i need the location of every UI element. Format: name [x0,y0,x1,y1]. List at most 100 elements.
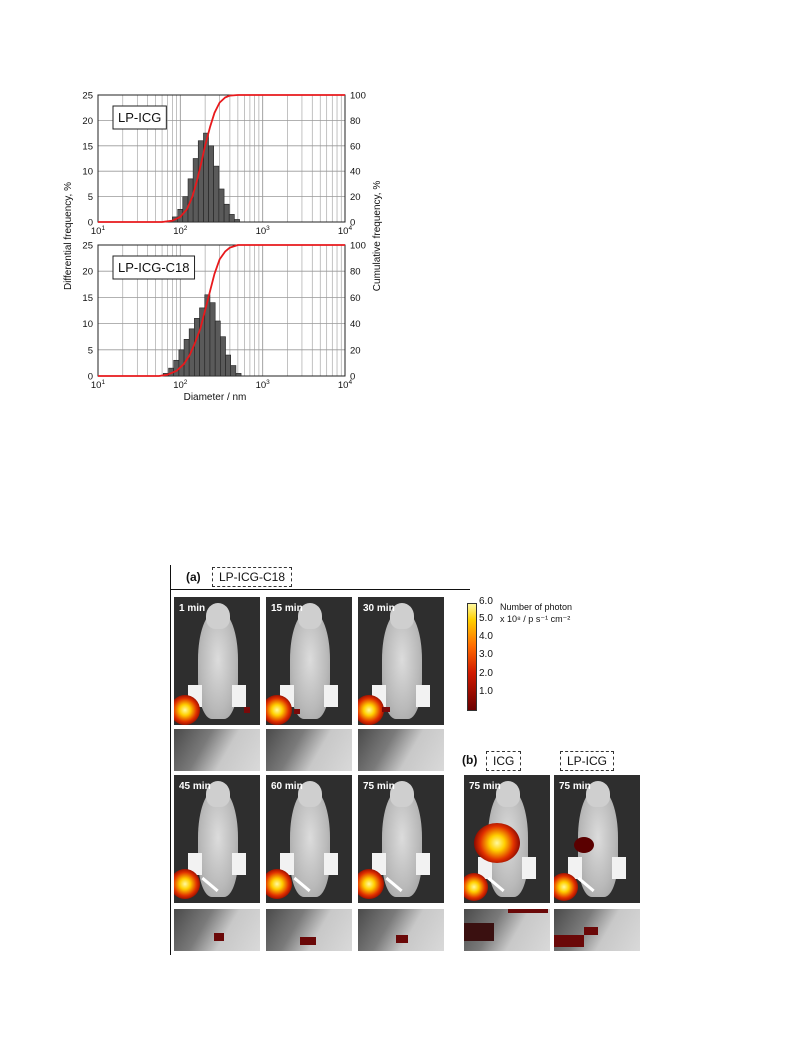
histogram-bar [220,336,226,377]
x-tick-label: 101 [91,225,106,237]
left-tick-label: 0 [88,218,93,229]
part-b-lp-icg-label: LP-ICG [560,751,615,771]
time-label: 45 min [179,781,211,792]
chart-panel-lp-icg: LP-ICG 0 5 10 15 20 25 0 20 40 60 80 100 101 102 103 104 [82,91,365,238]
right-tick-label: 0 [350,372,355,383]
image-lp-icg-75-min: 75 min [554,775,640,903]
histogram-bar [209,302,216,377]
time-label: 1 min [179,603,206,614]
x-tick-label: 102 [173,225,188,237]
histogram-bar [230,365,237,377]
colorbar-tick: 5.0 [479,613,493,624]
right-tick-label: 80 [350,116,361,127]
histogram-bar [178,349,185,377]
time-label: 75 min [363,781,395,792]
right-tick-label: 100 [350,241,366,252]
right-tick-label: 0 [350,218,355,229]
histogram-bar [208,145,214,223]
part-a-horizontal-rule [170,589,470,590]
histogram-bar [214,320,221,377]
time-label: 60 min [271,781,303,792]
histogram-bar [218,188,225,223]
time-label: 75 min [469,781,501,792]
image-60-min: 60 min [266,775,352,903]
right-tick-label: 80 [350,267,361,278]
right-tick-label: 40 [350,319,361,330]
right-tick-label: 40 [350,167,361,178]
image-1-min: 1 min [174,597,260,725]
right-tick-label: 100 [350,91,366,102]
image-45-min: 45 min [174,775,260,903]
right-tick-label: 20 [350,192,361,203]
image-30-min: 30 min [358,597,444,725]
histogram-bar [228,214,235,223]
zoom-icg-75-min [464,909,550,951]
photon-colorbar [467,603,477,711]
part-a-sample-label: LP-ICG-C18 [212,567,293,587]
left-tick-label: 20 [82,267,93,278]
left-tick-label: 15 [82,141,93,152]
colorbar-title: Number of photon [500,602,573,612]
histogram-bar [225,354,231,377]
left-tick-label: 10 [82,319,93,330]
x-tick-label: 102 [173,379,188,391]
image-15-min: 15 min [266,597,352,725]
left-tick-label: 25 [82,241,93,252]
x-tick-label: 104 [338,225,353,237]
in-vivo-imaging-figure: (a) LP-ICG-C18 1 min 15 min 30 min 45 mi… [170,565,640,955]
zoom-lp-icg-75-min [554,909,640,951]
left-tick-label: 25 [82,91,93,102]
cumulative-curve [98,244,345,377]
zoom-75-min [358,909,444,951]
x-tick-label: 103 [256,379,271,391]
right-tick-label: 60 [350,141,361,152]
zoom-1-min [174,729,260,771]
histogram-bar [173,359,180,377]
left-tick-label: 5 [88,192,93,203]
right-tick-label: 20 [350,345,361,356]
histogram-bar [223,203,230,223]
left-tick-label: 15 [82,293,93,304]
colorbar-tick: 3.0 [479,649,493,660]
part-b-icg-label: ICG [486,751,522,771]
time-label: 75 min [559,781,591,792]
cumulative-curve [98,94,345,223]
part-a-vertical-rule [170,565,171,955]
x-tick-label: 103 [256,225,271,237]
x-tick-label: 101 [91,379,106,391]
x-axis-title: Diameter / nm [184,392,247,403]
panel-label: LP-ICG-C18 [118,260,190,275]
histogram-bar [194,318,200,377]
time-label: 15 min [271,603,303,614]
left-tick-label: 0 [88,372,93,383]
zoom-45-min [174,909,260,951]
zoom-30-min [358,729,444,771]
colorbar-tick: 1.0 [479,686,493,697]
part-a-label: (a) [186,570,201,584]
y-axis-right-title: Cumulative frequency, % [372,181,383,292]
x-tick-label: 104 [338,379,353,391]
y-axis-left-title: Differential frequency, % [63,182,74,290]
right-tick-label: 60 [350,293,361,304]
left-tick-label: 5 [88,345,93,356]
histogram-bar [234,219,240,223]
panel-label-box [112,255,196,280]
histogram-bar [235,373,242,377]
zoom-60-min [266,909,352,951]
chart-panel-lp-icg-c18: LP-ICG-C18 0 5 10 15 20 25 0 20 40 60 80 100 101 102 10… [82,241,365,392]
image-75-min: 75 min [358,775,444,903]
colorbar-tick: 6.0 [479,596,493,607]
zoom-15-min [266,729,352,771]
left-tick-label: 10 [82,167,93,178]
panel-label-box [112,105,167,130]
time-label: 30 min [363,603,395,614]
colorbar-units: x 10⁸ / p s⁻¹ cm⁻² [500,614,571,624]
colorbar-tick: 4.0 [479,631,493,642]
colorbar-tick: 2.0 [479,668,493,679]
panel-label: LP-ICG [118,110,161,125]
part-b-label: (b) [462,753,478,767]
histogram-bar [213,165,220,223]
image-icg-75-min: 75 min [464,775,550,903]
left-tick-label: 20 [82,116,93,127]
